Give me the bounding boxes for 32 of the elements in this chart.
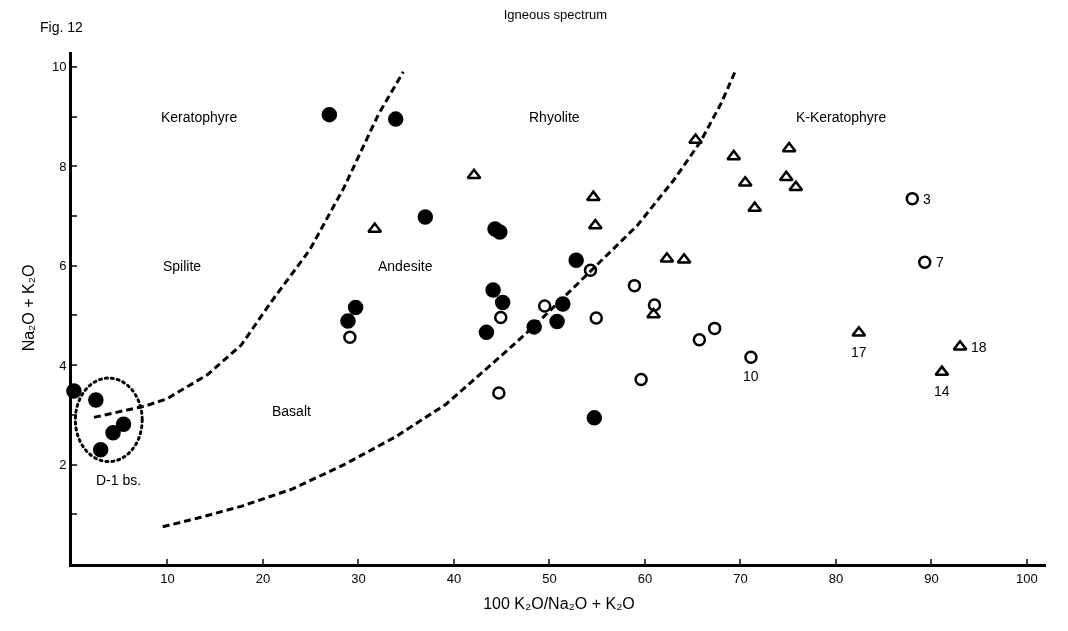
- annotation: 7: [936, 254, 944, 270]
- annotation: K-Keratophyre: [796, 109, 887, 125]
- annotation: D-1 bs.: [96, 472, 142, 488]
- annotation: 17: [851, 344, 867, 360]
- chart-title: Igneous spectrum: [503, 6, 608, 22]
- y-tick-label: 8: [59, 158, 67, 174]
- x-tick-label: 20: [255, 570, 271, 586]
- annotation: 10: [743, 368, 759, 384]
- annotation: 18: [971, 339, 987, 355]
- y-tick-label: 2: [59, 457, 67, 473]
- annotation: Keratophyre: [161, 109, 238, 125]
- annotation: Andesite: [378, 258, 433, 274]
- y-axis-title: Na₂O + K₂O: [19, 264, 37, 352]
- caption: Fig. 12: [40, 19, 84, 35]
- y-tick-label: 10: [51, 59, 67, 75]
- x-axis-title: 100 K₂O/Na₂O + K₂O: [483, 595, 635, 613]
- annotation: Basalt: [272, 403, 312, 419]
- x-tick-label: 10: [160, 570, 175, 586]
- annotation: 3: [923, 191, 931, 207]
- y-tick-label: 4: [59, 357, 67, 373]
- x-tick-label: 80: [828, 570, 844, 586]
- annotation: 14: [934, 383, 950, 399]
- annotation: Rhyolite: [529, 109, 580, 125]
- y-tick-label: 6: [59, 258, 67, 274]
- x-tick-label: 50: [542, 570, 557, 586]
- x-tick-label: 90: [924, 570, 939, 586]
- x-tick-label: 100: [1016, 570, 1038, 586]
- x-tick-label: 40: [446, 570, 462, 586]
- x-tick-label: 70: [733, 570, 748, 586]
- annotation: Spilite: [163, 258, 202, 274]
- x-tick-label: 60: [637, 570, 653, 586]
- x-tick-label: 30: [351, 570, 366, 586]
